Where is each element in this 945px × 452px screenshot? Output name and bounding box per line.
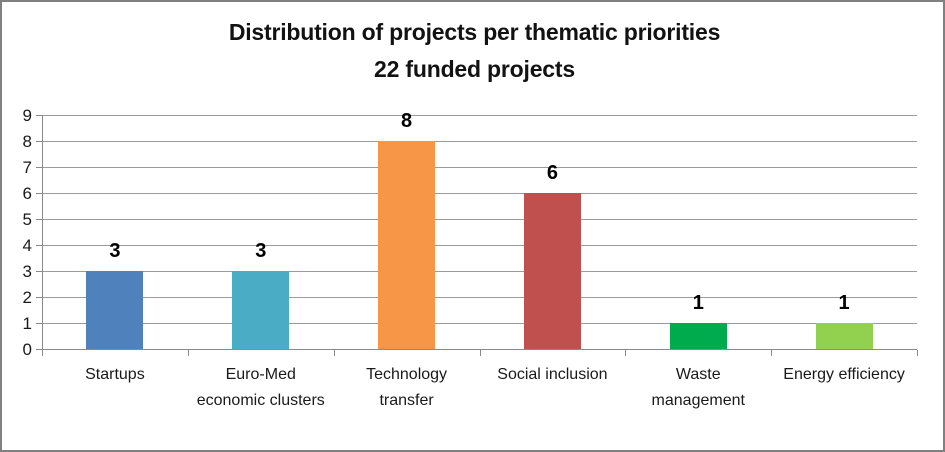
y-axis-tick-label: 7	[22, 158, 32, 177]
y-tick	[36, 115, 42, 116]
bar-value-label: 6	[546, 162, 558, 184]
bar-0	[86, 271, 144, 349]
y-tick	[36, 323, 42, 324]
y-axis-tick-label: 6	[22, 184, 32, 203]
x-tick	[917, 350, 918, 356]
gridline	[42, 115, 917, 116]
gridline	[42, 219, 917, 220]
bar-value-label: 3	[255, 240, 267, 262]
gridline	[42, 141, 917, 142]
x-tick	[333, 350, 335, 356]
bar-value-label: 1	[692, 292, 704, 314]
y-axis-line	[42, 115, 43, 349]
bar-1	[232, 271, 290, 349]
y-tick	[36, 297, 42, 298]
x-axis-category-label: Social inclusion	[497, 366, 608, 383]
gridline	[42, 297, 917, 298]
y-tick	[36, 245, 42, 246]
y-tick	[36, 349, 42, 350]
y-axis-tick-label: 3	[22, 262, 32, 281]
x-tick	[771, 350, 773, 356]
y-axis-tick-label: 0	[22, 340, 32, 359]
bar-4	[669, 323, 727, 349]
x-tick	[187, 350, 189, 356]
y-axis-tick-label: 2	[22, 288, 32, 307]
y-tick	[36, 141, 42, 142]
y-tick	[36, 167, 42, 168]
x-axis-category-label: Energy efficiency	[783, 366, 905, 383]
x-axis-category-label: Startups	[85, 366, 145, 383]
y-tick	[36, 271, 42, 272]
y-axis-tick-label: 8	[22, 132, 32, 151]
x-axis-line	[42, 349, 917, 350]
gridline	[42, 167, 917, 168]
bar-value-label: 8	[401, 110, 413, 132]
bar-value-label: 3	[109, 240, 121, 262]
gridline	[42, 245, 917, 246]
x-axis-category-label: Technology transfer	[366, 366, 448, 409]
chart-title-line1: Distribution of projects per thematic pr…	[228, 19, 721, 45]
gridline	[42, 193, 917, 194]
gridline	[42, 323, 917, 324]
chart-title: Distribution of projects per thematic pr…	[2, 14, 943, 88]
bar-3	[523, 193, 581, 349]
y-axis-tick-label: 1	[22, 314, 32, 333]
bar-value-label: 1	[838, 292, 850, 314]
x-axis-category-label: Euro-Med economic clusters	[196, 366, 325, 409]
bar-2	[378, 141, 436, 349]
x-axis-category-label: Waste management	[651, 366, 745, 409]
y-axis-tick-label: 4	[22, 236, 32, 255]
y-axis-tick-label: 5	[22, 210, 32, 229]
bar-5	[815, 323, 873, 349]
chart-title-line2: 22 funded projects	[374, 56, 575, 82]
x-tick	[625, 350, 627, 356]
y-tick	[36, 219, 42, 220]
gridline	[42, 271, 917, 272]
x-tick	[42, 350, 43, 356]
y-tick	[36, 193, 42, 194]
y-axis-tick-label: 9	[22, 106, 32, 125]
x-tick	[479, 350, 481, 356]
